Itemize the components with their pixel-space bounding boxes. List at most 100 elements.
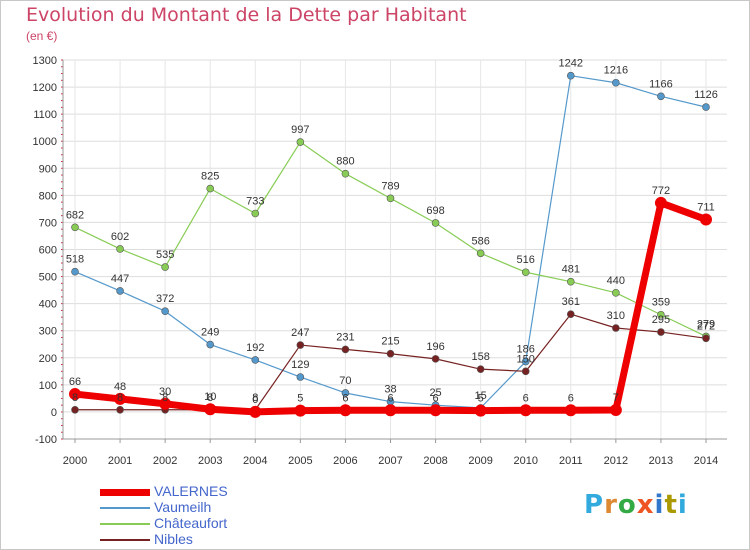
data-label: 0 <box>252 394 258 406</box>
legend-swatch <box>100 507 150 509</box>
data-point <box>612 289 620 297</box>
data-label: 15 <box>475 390 487 402</box>
x-tick-label: 2013 <box>649 455 673 467</box>
logo-letter: P <box>584 490 605 520</box>
data-label: 447 <box>111 273 129 285</box>
data-label: 5 <box>478 393 484 405</box>
y-tick-label: 900 <box>39 163 57 175</box>
data-label: 997 <box>291 124 309 136</box>
y-tick-label: 1100 <box>33 109 57 121</box>
y-tick-label: 100 <box>39 380 57 392</box>
data-point <box>341 345 350 354</box>
data-label: 8 <box>72 392 78 404</box>
data-label: 25 <box>429 387 441 399</box>
data-point <box>206 184 215 193</box>
data-label: 7 <box>613 392 619 404</box>
data-label: 150 <box>517 353 535 365</box>
data-point <box>476 365 485 373</box>
logo-letter: t <box>664 490 678 520</box>
data-point <box>654 196 667 209</box>
data-point <box>206 340 215 349</box>
data-label: 481 <box>562 264 580 276</box>
proxiti-logo: Proxiti <box>584 490 688 520</box>
data-point <box>474 404 487 417</box>
data-label: 186 <box>517 344 535 356</box>
data-point <box>431 355 440 363</box>
x-tick-label: 2004 <box>243 455 267 467</box>
x-tick-label: 2000 <box>63 455 87 467</box>
data-point <box>251 356 260 364</box>
data-point <box>296 138 305 146</box>
data-label: 272 <box>697 320 715 332</box>
data-point <box>159 397 172 410</box>
data-label: 231 <box>336 331 354 343</box>
legend-item: Châteaufort <box>100 515 300 532</box>
data-point <box>612 324 620 332</box>
data-label: 295 <box>652 314 670 326</box>
data-label: 372 <box>156 293 174 305</box>
x-tick-label: 2014 <box>694 455 718 467</box>
data-point <box>161 307 169 316</box>
data-point <box>566 71 575 80</box>
legend-swatch <box>100 539 150 541</box>
data-label: 880 <box>336 156 354 168</box>
data-label: 8 <box>207 392 213 404</box>
data-label: 6 <box>433 392 439 404</box>
data-label: 518 <box>66 254 84 266</box>
data-label: 279 <box>697 318 715 330</box>
data-point <box>341 389 350 397</box>
data-label: 66 <box>69 376 81 388</box>
data-point <box>69 388 81 401</box>
data-label: 1166 <box>649 78 673 90</box>
data-label: 192 <box>246 342 264 354</box>
data-point <box>702 103 710 111</box>
data-point <box>249 405 262 418</box>
x-tick-label: 2001 <box>108 455 132 467</box>
logo-letter: r <box>604 490 618 520</box>
data-label: 129 <box>291 359 309 371</box>
data-label: 516 <box>517 254 535 266</box>
data-point <box>161 263 169 271</box>
y-tick-label: 700 <box>39 217 57 229</box>
data-label: 6 <box>387 392 393 404</box>
x-tick-label: 2008 <box>423 455 447 467</box>
data-label: 6 <box>523 392 529 404</box>
data-label: 196 <box>426 341 444 353</box>
legend-item: Nibles <box>100 531 300 548</box>
legend-label: Nibles <box>154 531 193 547</box>
data-point <box>116 287 124 295</box>
data-point <box>204 403 217 416</box>
data-point <box>386 349 395 358</box>
data-label: 1126 <box>694 89 718 101</box>
data-point <box>294 404 307 417</box>
y-tick-label: 800 <box>39 190 57 202</box>
data-point <box>116 405 124 414</box>
y-tick-label: 200 <box>39 353 57 365</box>
data-label: 586 <box>471 235 489 247</box>
data-point <box>657 92 665 101</box>
data-point <box>251 209 260 218</box>
data-point <box>296 341 305 349</box>
y-tick-label: 1300 <box>33 55 57 67</box>
data-point <box>521 268 530 277</box>
data-point <box>702 334 710 343</box>
data-point <box>657 328 665 336</box>
data-point <box>564 404 577 417</box>
data-point <box>566 310 575 319</box>
data-label: 38 <box>384 384 396 396</box>
data-point <box>521 367 530 376</box>
logo-letter: i <box>677 490 688 520</box>
legend-item: VALERNES <box>100 483 300 500</box>
data-label: 535 <box>156 249 174 261</box>
logo-letter: o <box>617 490 637 520</box>
data-label: 30 <box>159 386 171 398</box>
data-label: 825 <box>201 171 219 183</box>
data-point <box>429 404 442 417</box>
y-tick-label: 400 <box>39 299 57 311</box>
data-point <box>386 194 395 203</box>
data-label: 247 <box>291 327 309 339</box>
data-point <box>341 169 350 178</box>
legend-label: Vaumeilh <box>154 499 212 515</box>
data-point <box>384 404 397 417</box>
